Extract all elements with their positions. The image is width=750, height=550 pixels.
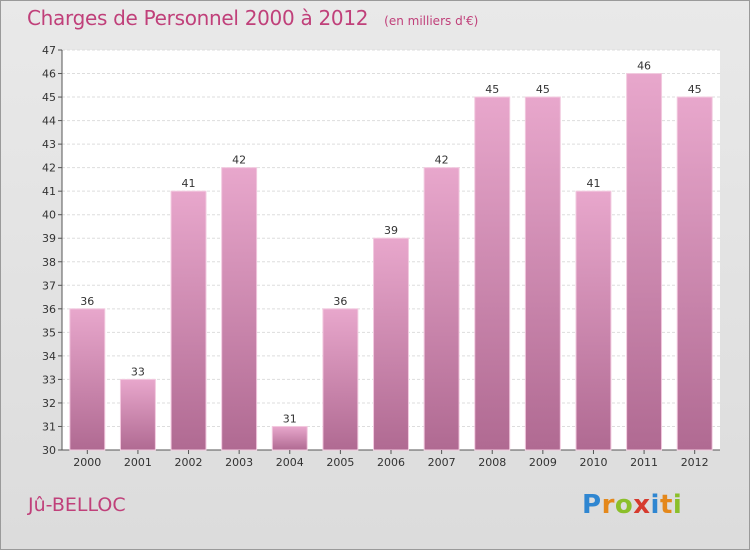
logo-letter: x xyxy=(633,490,651,520)
chart-title: Charges de Personnel 2000 à 2012 xyxy=(27,6,369,30)
chart-subtitle: (en milliers d'€) xyxy=(384,14,479,28)
bar xyxy=(626,73,663,451)
x-tick-label: 2011 xyxy=(630,456,658,469)
data-label: 33 xyxy=(131,365,145,378)
y-tick-label: 40 xyxy=(42,209,56,222)
data-label: 46 xyxy=(637,60,651,73)
bar xyxy=(575,190,612,451)
x-tick-label: 2000 xyxy=(73,456,101,469)
bar xyxy=(373,237,409,451)
data-label: 36 xyxy=(80,295,94,308)
commune-name: Jû-BELLOC xyxy=(28,494,126,516)
logo-letter: i xyxy=(672,490,683,520)
y-tick-label: 44 xyxy=(42,115,56,128)
y-tick-label: 47 xyxy=(42,44,56,57)
bar xyxy=(676,96,713,451)
data-label: 31 xyxy=(283,412,297,425)
y-tick-label: 32 xyxy=(42,397,56,410)
y-tick-label: 37 xyxy=(42,279,56,292)
y-tick-label: 38 xyxy=(42,256,56,269)
y-tick-label: 35 xyxy=(42,326,56,339)
x-tick-label: 2007 xyxy=(428,456,456,469)
logo-letter: t xyxy=(659,490,673,520)
bar xyxy=(271,425,308,451)
y-tick-label: 34 xyxy=(42,350,56,363)
y-tick-label: 39 xyxy=(42,232,56,245)
bar xyxy=(221,167,258,451)
logo-letter: P xyxy=(582,490,602,520)
data-label: 45 xyxy=(536,83,550,96)
bar xyxy=(474,96,511,451)
bar xyxy=(170,190,207,451)
x-tick-label: 2001 xyxy=(124,456,152,469)
bar xyxy=(322,308,359,451)
data-label: 41 xyxy=(182,177,196,190)
x-tick-label: 2004 xyxy=(276,456,304,469)
y-tick-label: 31 xyxy=(42,420,56,433)
data-label: 36 xyxy=(333,295,347,308)
y-tick-label: 36 xyxy=(42,303,56,316)
bar xyxy=(69,308,106,451)
proxiti-logo[interactable]: Proxiti xyxy=(582,490,682,520)
x-tick-label: 2012 xyxy=(681,456,709,469)
y-tick-label: 46 xyxy=(42,68,56,81)
bar xyxy=(423,167,460,451)
x-tick-label: 2008 xyxy=(478,456,506,469)
data-label: 41 xyxy=(586,177,600,190)
y-tick-label: 42 xyxy=(42,162,56,175)
y-tick-label: 45 xyxy=(42,91,56,104)
y-tick-label: 43 xyxy=(42,138,56,151)
x-tick-label: 2002 xyxy=(175,456,203,469)
logo-letter: i xyxy=(650,490,660,520)
data-label: 39 xyxy=(384,224,398,237)
bar xyxy=(524,96,561,451)
bar xyxy=(119,378,156,451)
title-row: Charges de Personnel 2000 à 2012 (en mil… xyxy=(27,6,478,30)
logo-letter: r xyxy=(601,490,615,520)
y-tick-label: 41 xyxy=(42,185,56,198)
data-label: 45 xyxy=(485,83,499,96)
y-tick-label: 30 xyxy=(42,444,56,457)
x-tick-label: 2009 xyxy=(529,456,557,469)
x-tick-label: 2010 xyxy=(579,456,607,469)
logo-letter: o xyxy=(614,490,634,520)
data-label: 42 xyxy=(232,154,246,167)
x-tick-label: 2003 xyxy=(225,456,253,469)
data-label: 45 xyxy=(688,83,702,96)
data-label: 42 xyxy=(435,154,449,167)
y-tick-label: 33 xyxy=(42,373,56,386)
x-tick-label: 2006 xyxy=(377,456,405,469)
x-tick-label: 2005 xyxy=(326,456,354,469)
